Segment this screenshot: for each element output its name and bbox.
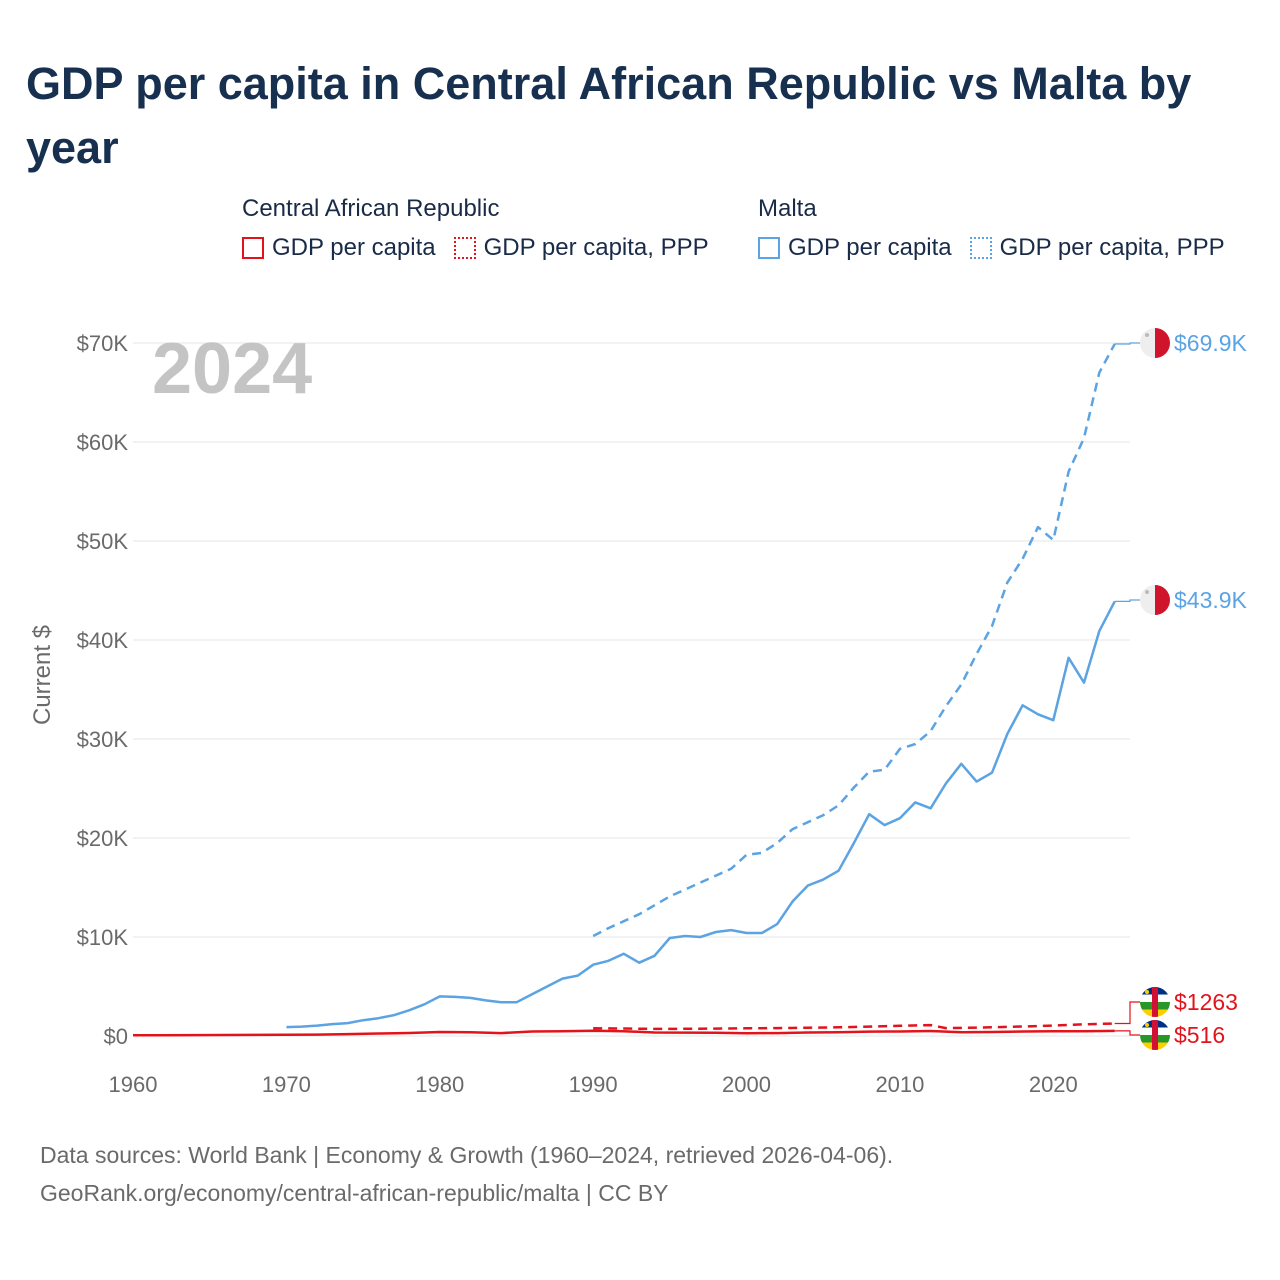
y-tick-label: $20K [77, 826, 129, 851]
end-connector [1114, 1030, 1140, 1036]
y-tick-label: $10K [77, 925, 129, 950]
series-line[interactable] [132, 1029, 1115, 1037]
end-connector [1114, 599, 1140, 602]
legend-item-car-gdp[interactable]: GDP per capita [242, 234, 436, 262]
legend-label: GDP per capita, PPP [999, 234, 1225, 261]
legend-swatch-solid [242, 237, 264, 259]
car-flag-icon [1140, 1020, 1170, 1050]
legend-label: GDP per capita [272, 234, 436, 261]
x-tick-label: 1960 [109, 1072, 158, 1097]
legend-group-car: Central African Republic GDP per capita … [242, 192, 727, 262]
y-axis-label-layer: Current $ [29, 625, 56, 725]
x-tick-label: 2020 [1029, 1072, 1078, 1097]
data-sources: Data sources: World Bank | Economy & Gro… [40, 1142, 894, 1168]
y-axis-label: Current $ [29, 625, 56, 725]
malta-flag-icon [1140, 585, 1170, 615]
end-connector [1114, 1001, 1140, 1025]
end-connector [1114, 342, 1140, 345]
malta-flag-icon [1140, 328, 1170, 358]
year-watermark: 2024 [152, 329, 312, 409]
y-tick-label: $0 [104, 1024, 128, 1049]
grid-layer: $0 $10K $20K $30K $40K $50K $60K $70K 1960 1970 19… [77, 331, 1130, 1097]
x-tick-label: 1990 [569, 1072, 618, 1097]
x-tick-label: 2000 [722, 1072, 771, 1097]
end-value-label: $1263 [1174, 989, 1238, 1015]
y-tick-label: $50K [77, 529, 129, 554]
legend-label: GDP per capita [788, 234, 952, 261]
legend-label: GDP per capita, PPP [483, 234, 709, 261]
attribution-link[interactable]: GeoRank.org/economy/central-african-repu… [40, 1180, 669, 1206]
x-tick-label: 1970 [262, 1072, 311, 1097]
legend-item-car-gdp-ppp[interactable]: GDP per capita, PPP [453, 234, 709, 262]
end-label-layer: $69.9K $43.9K $1263 $516 [1114, 328, 1248, 1050]
end-value-label: $43.9K [1174, 587, 1248, 613]
legend-item-malta-gdp-ppp[interactable]: GDP per capita, PPP [969, 234, 1225, 262]
legend-swatch-dotted [453, 237, 476, 259]
series-line[interactable] [286, 600, 1116, 1029]
legend-swatch-dotted [969, 237, 992, 259]
x-tick-label: 1980 [415, 1072, 464, 1097]
legend-item-malta-gdp[interactable]: GDP per capita [758, 234, 952, 262]
series-line[interactable] [592, 343, 1116, 938]
series-line[interactable] [593, 1022, 1115, 1031]
y-tick-label: $60K [77, 430, 129, 455]
legend-group-name: Malta [758, 195, 817, 222]
y-tick-label: $70K [77, 331, 129, 356]
footer: Data sources: World Bank | Economy & Gro… [40, 1136, 893, 1212]
y-tick-label: $40K [77, 628, 129, 653]
legend-swatch-solid [758, 237, 780, 259]
chart-title: GDP per capita in Central African Republ… [26, 58, 1192, 173]
car-flag-icon [1140, 987, 1170, 1017]
x-tick-label: 2010 [875, 1072, 924, 1097]
series-layer [132, 343, 1116, 1037]
y-tick-label: $30K [77, 727, 129, 752]
legend-group-name: Central African Republic [242, 195, 500, 222]
end-value-label: $516 [1174, 1022, 1225, 1048]
end-value-label: $69.9K [1174, 330, 1248, 356]
legend-group-malta: Malta GDP per capita GDP per capita, PPP [758, 192, 1243, 262]
